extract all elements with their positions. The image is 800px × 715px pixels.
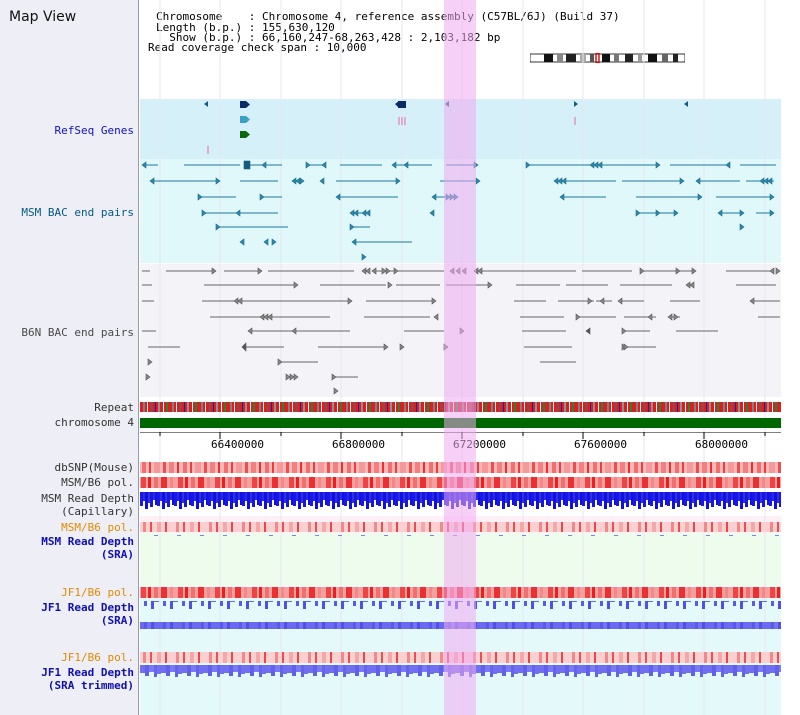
ruler-tick-label: 66800000 bbox=[332, 438, 385, 451]
track-label-jf1-depth-sub: (SRA) bbox=[100, 614, 134, 627]
track-label-b6n-bac[interactable]: B6N BAC end pairs bbox=[21, 326, 134, 339]
track-label-jf1-b6-pol[interactable]: JF1/B6 pol. bbox=[61, 586, 134, 599]
track-label-msm-depth-capillary-sub: (Capillary) bbox=[61, 505, 134, 518]
track-label-jf1-depth-trimmed[interactable]: JF1 Read Depth bbox=[41, 666, 134, 679]
page-title: Map View bbox=[9, 9, 77, 25]
track-label-chromosome[interactable]: chromosome 4 bbox=[54, 416, 134, 429]
chromosome-ideogram[interactable] bbox=[530, 53, 685, 63]
track-label-msm-bac[interactable]: MSM BAC end pairs bbox=[21, 206, 134, 219]
ruler-tick-label: 68000000 bbox=[695, 438, 748, 451]
msm-bac-end-pairs[interactable] bbox=[140, 159, 781, 263]
b6n-bac-end-pairs[interactable] bbox=[140, 264, 781, 397]
msm-sra-depth bbox=[140, 535, 781, 549]
ruler-tick-label: 67600000 bbox=[574, 438, 627, 451]
dbsnp-strip bbox=[140, 462, 781, 473]
track-label-msm-depth-sra[interactable]: MSM Read Depth bbox=[41, 535, 134, 548]
track-label-msm-depth-sra-sub: (SRA) bbox=[100, 548, 134, 561]
track-label-panel bbox=[0, 0, 139, 715]
track-label-msm-b6-pol[interactable]: MSM/B6 pol. bbox=[61, 476, 134, 489]
coverage-span-info: Read coverage check span : 10,000 bbox=[148, 41, 367, 54]
repeat-track-bar[interactable] bbox=[140, 402, 781, 412]
track-label-jf1-depth[interactable]: JF1 Read Depth bbox=[41, 601, 134, 614]
jf1-b6-pol-trim-strip bbox=[140, 652, 781, 663]
jf1-sra-depth bbox=[140, 601, 781, 629]
msm-b6-pol-strip bbox=[140, 477, 781, 488]
track-label-msm-b6-pol-sra[interactable]: MSM/B6 pol. bbox=[61, 521, 134, 534]
track-label-jf1-depth-trimmed-sub: (SRA trimmed) bbox=[47, 679, 134, 692]
track-label-jf1-b6-pol-trimmed[interactable]: JF1/B6 pol. bbox=[61, 651, 134, 664]
track-label-msm-depth-capillary[interactable]: MSM Read Depth bbox=[41, 492, 134, 505]
ruler-tick-label: 67200000 bbox=[453, 438, 506, 451]
jf1-trimmed-depth bbox=[140, 665, 781, 680]
polymorphism-and-depth-tracks[interactable] bbox=[140, 462, 781, 702]
msm-b6-pol-sra-strip bbox=[140, 522, 781, 532]
length-info: Length (b.p.) : 155,630,120 bbox=[156, 21, 335, 34]
refseq-gene-features[interactable] bbox=[140, 99, 781, 159]
ideogram-position-marker bbox=[595, 53, 600, 63]
msm-capillary-depth bbox=[140, 491, 781, 511]
ruler-tick-label: 66400000 bbox=[211, 438, 264, 451]
track-label-dbsnp[interactable]: dbSNP(Mouse) bbox=[54, 461, 134, 474]
track-label-repeat[interactable]: Repeat bbox=[94, 401, 134, 414]
chromosome-bar[interactable] bbox=[140, 418, 781, 428]
jf1-b6-pol-strip bbox=[140, 587, 781, 598]
track-label-refseq[interactable]: RefSeq Genes bbox=[54, 124, 134, 137]
